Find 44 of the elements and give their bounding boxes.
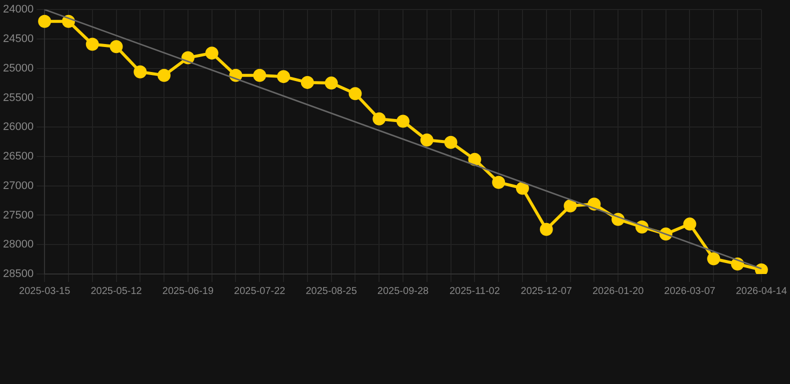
point [540, 222, 553, 236]
x-tick-label: 2025-08-25 [306, 286, 358, 297]
point [444, 136, 458, 149]
point [324, 76, 338, 90]
point [564, 199, 577, 212]
point [110, 40, 123, 54]
x-tick-label: 2026-01-20 [592, 286, 644, 297]
y-tick-label: 28500 [2, 268, 34, 280]
x-tick-label: 2025-07-22 [234, 286, 286, 297]
x-tick-label: 2025-11-02 [449, 286, 500, 297]
x-tick-label: 2025-03-15 [19, 286, 71, 297]
point [516, 182, 529, 195]
y-tick-label: 25000 [2, 62, 34, 74]
x-tick-label: 2025-05-12 [90, 286, 142, 297]
y-tick-label: 26000 [2, 121, 34, 134]
x-tick-label: 2025-06-19 [162, 286, 214, 297]
point [205, 46, 218, 60]
x-tick-label: 2025-09-28 [377, 286, 430, 297]
y-tick-label: 26500 [2, 150, 34, 163]
point [38, 14, 52, 28]
y-tick-label: 27500 [2, 209, 34, 222]
point [396, 114, 410, 128]
point [492, 176, 506, 189]
point [300, 76, 314, 89]
point [707, 252, 720, 266]
point [134, 65, 147, 78]
x-tick-label: 2026-03-07 [664, 286, 716, 297]
point [158, 68, 171, 82]
point [277, 70, 290, 84]
point [348, 87, 362, 100]
y-tick-label: 24500 [2, 33, 34, 46]
point [253, 68, 266, 82]
point [372, 112, 386, 126]
y-tick-label: 28000 [2, 238, 34, 251]
y-tick-label: 25500 [2, 92, 34, 104]
point [683, 218, 696, 231]
y-tick-label: 27000 [2, 180, 34, 192]
x-tick-label: 2026-04-14 [736, 286, 788, 297]
point [420, 134, 434, 147]
point [86, 38, 99, 51]
point [468, 152, 482, 166]
x-tick-label: 2025-12-07 [520, 286, 572, 297]
y-tick-label: 24000 [2, 4, 34, 16]
point [754, 263, 768, 274]
